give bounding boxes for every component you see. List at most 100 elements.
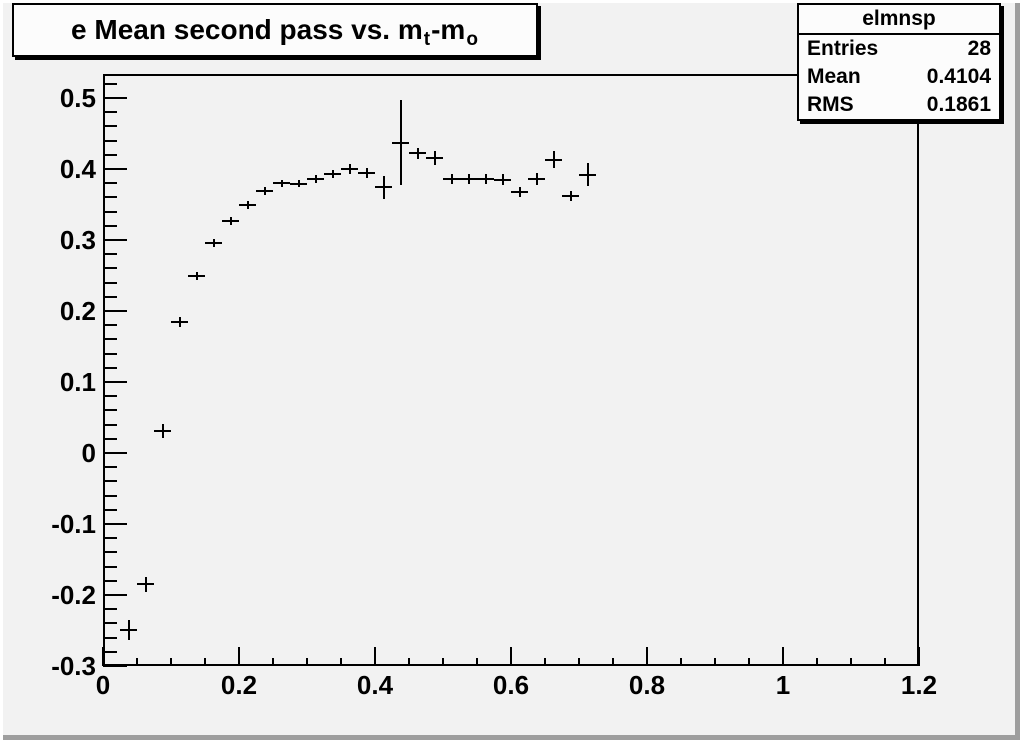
x-minor-tick xyxy=(442,658,444,666)
data-point-yerror-bar xyxy=(212,238,215,248)
y-minor-tick xyxy=(103,82,117,85)
y-minor-tick xyxy=(103,650,117,653)
y-minor-tick xyxy=(103,324,117,327)
x-tick-label: 0.8 xyxy=(628,670,666,700)
x-minor-tick xyxy=(476,658,478,666)
plot-title-subscript-t: t xyxy=(423,29,431,50)
y-major-tick xyxy=(103,309,127,312)
stats-row-rms: RMS 0.1861 xyxy=(799,91,999,119)
y-minor-tick xyxy=(103,125,117,128)
y-minor-tick xyxy=(103,437,117,440)
y-major-tick xyxy=(103,238,127,241)
x-major-tick xyxy=(510,647,512,666)
x-major-tick xyxy=(374,647,376,666)
y-minor-tick xyxy=(103,579,117,582)
data-point-yerror-bar xyxy=(569,191,572,201)
x-minor-tick xyxy=(544,658,546,666)
y-minor-tick xyxy=(103,395,117,398)
data-point-yerror-bar xyxy=(229,216,232,226)
y-minor-tick xyxy=(103,494,117,497)
stats-value-entries: 28 xyxy=(967,37,991,60)
y-major-tick xyxy=(103,167,127,170)
data-point-yerror-bar xyxy=(195,271,198,281)
data-point-yerror-bar xyxy=(484,173,487,184)
x-minor-tick xyxy=(340,658,342,666)
stats-label-mean: Mean xyxy=(807,65,861,88)
stats-value-rms: 0.1861 xyxy=(926,93,991,116)
y-minor-tick xyxy=(103,139,117,142)
x-minor-tick xyxy=(578,658,580,666)
x-minor-tick xyxy=(408,658,410,666)
plot-title-subscript-o: o xyxy=(466,29,478,50)
y-tick-label: 0.5 xyxy=(59,82,96,113)
data-point-yerror-bar xyxy=(161,423,164,439)
y-major-tick xyxy=(103,665,127,667)
stats-label-rms: RMS xyxy=(807,93,854,116)
x-tick-label: 0.2 xyxy=(220,670,258,700)
data-point-yerror-bar xyxy=(348,164,351,174)
x-tick-label: 1.2 xyxy=(900,670,938,700)
y-tick-label: 0 xyxy=(81,437,96,468)
y-minor-tick xyxy=(103,608,117,611)
y-minor-tick xyxy=(103,366,117,369)
x-minor-tick xyxy=(680,658,682,666)
data-point-yerror-bar xyxy=(433,151,436,166)
y-minor-tick xyxy=(103,111,117,114)
y-minor-tick xyxy=(103,153,117,156)
y-minor-tick xyxy=(103,224,117,227)
x-tick-label: 0 xyxy=(95,670,111,700)
stats-value-mean: 0.4104 xyxy=(926,65,991,88)
y-minor-tick xyxy=(103,480,117,483)
data-point-yerror-bar xyxy=(365,167,368,178)
y-minor-tick xyxy=(103,210,117,213)
x-tick-label: 0.4 xyxy=(356,670,394,700)
stats-box-title: elmnsp xyxy=(799,5,999,35)
y-major-tick xyxy=(103,593,127,596)
data-point-yerror-bar xyxy=(518,186,521,197)
data-point-yerror-bar xyxy=(501,173,504,186)
y-minor-tick xyxy=(103,338,117,341)
y-minor-tick xyxy=(103,565,117,568)
data-point-yerror-bar xyxy=(399,100,402,186)
y-minor-tick xyxy=(103,636,117,639)
y-minor-tick xyxy=(103,466,117,469)
y-tick-label: -0.3 xyxy=(51,651,96,681)
stats-box: elmnsp Entries 28 Mean 0.4104 RMS 0.1861 xyxy=(797,3,1001,121)
stats-row-entries: Entries 28 xyxy=(799,35,999,63)
y-major-tick xyxy=(103,380,127,383)
x-major-tick xyxy=(646,647,648,666)
data-point-yerror-bar xyxy=(246,200,249,210)
x-minor-tick xyxy=(816,658,818,666)
y-minor-tick xyxy=(103,622,117,625)
data-point-yerror-bar xyxy=(586,163,589,187)
data-point-yerror-bar xyxy=(297,180,300,188)
y-tick-label: 0.1 xyxy=(59,366,96,397)
x-major-tick xyxy=(918,647,920,666)
y-minor-tick xyxy=(103,551,117,554)
x-minor-tick xyxy=(884,658,886,666)
data-point-yerror-bar xyxy=(552,151,555,169)
y-minor-tick xyxy=(103,409,117,412)
plot-title-box: e Mean second pass vs. m t -m o xyxy=(12,3,538,57)
data-point-yerror-bar xyxy=(178,316,181,327)
y-minor-tick xyxy=(103,537,117,540)
y-minor-tick xyxy=(103,423,117,426)
y-tick-label: -0.1 xyxy=(51,508,96,539)
y-major-tick xyxy=(103,522,127,525)
x-minor-tick xyxy=(714,658,716,666)
x-major-tick xyxy=(102,647,104,666)
y-minor-tick xyxy=(103,196,117,199)
x-minor-tick xyxy=(306,658,308,666)
x-major-tick xyxy=(782,647,784,666)
y-tick-label: 0.3 xyxy=(59,224,96,255)
x-major-tick xyxy=(238,647,240,666)
y-minor-tick xyxy=(103,253,117,256)
y-minor-tick xyxy=(103,352,117,355)
data-point-yerror-bar xyxy=(314,174,317,184)
data-point-yerror-bar xyxy=(331,169,334,179)
x-minor-tick xyxy=(272,658,274,666)
data-point-yerror-bar xyxy=(263,186,266,196)
data-point-yerror-bar xyxy=(450,173,453,184)
